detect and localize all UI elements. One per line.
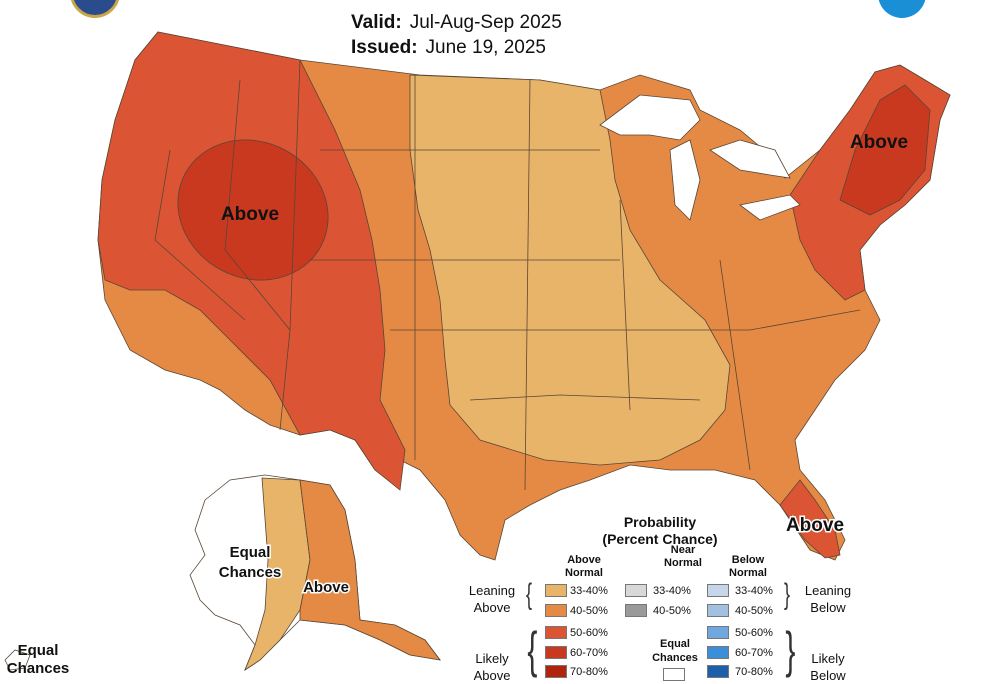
legend-brace-right-2: } [785,622,796,678]
legend-col-above: Above Normal [565,554,603,579]
great-basin-label: Above [221,204,279,225]
legend-likely-above: Likely Above [473,651,511,683]
state-lines [154,59,861,491]
legend-below-swatch-4 [707,646,729,659]
florida-label: Above [786,515,844,536]
lean-above-band [409,74,731,466]
legend-col-below: Below Normal [729,554,767,579]
great-lakes [599,94,801,221]
legend-near-label-1: 33-40% [653,585,691,597]
legend-leaning-below: Leaning Below [804,583,852,615]
map-header: Valid: Jul-Aug-Sep 2025 Issued: June 19, 2… [0,0,1000,60]
alaska-above-region [299,479,441,661]
legend-likely-below: Likely Below [810,651,846,683]
legend-below-label-1: 33-40% [735,585,773,597]
legend-below-label-3: 50-60% [735,627,773,639]
legend-below-label-5: 70-80% [735,666,773,678]
great-basin-core [177,139,329,281]
legend-above-label-1: 33-40% [570,585,608,597]
legend-below-swatch-1 [707,584,729,597]
legend-below-swatch-3 [707,626,729,639]
alaska-west-label: Equal [230,544,271,561]
legend-equal-chances: Equal Chances [652,638,698,664]
legend-brace-left-2: { [527,622,538,678]
nws-logo [878,0,926,18]
legend-above-label-2: 40-50% [570,605,608,617]
legend-leaning-above: Leaning Above [468,583,516,615]
legend-col-near: Near Normal [664,544,702,569]
alaska-east-label: Above [303,579,349,596]
valid-label: Valid: [351,12,402,33]
issued-label: Issued: [351,37,418,58]
valid-value: Jul-Aug-Sep 2025 [409,12,562,33]
hawaii-label-2: Chances [7,660,70,675]
issued-value: June 19, 2025 [425,37,546,58]
alaska-west-label-2: Chances [219,564,282,581]
legend-below-label-4: 60-70% [735,647,773,659]
northeast-core [839,84,931,216]
legend-above-label-4: 60-70% [570,647,608,659]
hawaii-landmass [4,649,31,671]
legend-above-swatch-2 [545,604,567,617]
legend-near-swatch-2 [625,604,647,617]
legend-brace-right-1: } [784,578,791,611]
valid-line: Valid: Jul-Aug-Sep 2025 [351,12,562,34]
hawaii-label: Equal [18,642,59,659]
florida-above-region [779,479,841,559]
probability-legend: Probability (Percent Chance) Above Normal … [455,510,1000,683]
legend-above-label-5: 70-80% [570,666,608,678]
legend-above-swatch-3 [545,626,567,639]
legend-brace-left-1: { [526,578,533,611]
legend-near-swatch-1 [625,584,647,597]
legend-above-swatch-4 [545,646,567,659]
northeast-label: Above [850,132,908,153]
legend-below-swatch-5 [707,665,729,678]
legend-above-swatch-1 [545,584,567,597]
legend-above-swatch-5 [545,665,567,678]
legend-below-swatch-2 [707,604,729,617]
legend-below-label-2: 40-50% [735,605,773,617]
legend-title: Probability (Percent Chance) [602,514,718,547]
issued-line: Issued: June 19, 2025 [351,37,546,59]
legend-above-label-3: 50-60% [570,627,608,639]
legend-near-label-2: 40-50% [653,605,691,617]
